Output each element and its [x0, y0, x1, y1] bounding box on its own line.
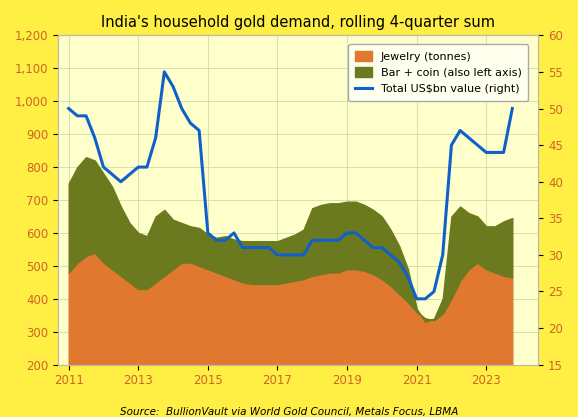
Title: India's household gold demand, rolling 4-quarter sum: India's household gold demand, rolling 4… — [101, 15, 495, 30]
Text: Source:  BullionVault via World Gold Council, Metals Focus, LBMA: Source: BullionVault via World Gold Coun… — [120, 407, 458, 417]
Legend: Jewelry (tonnes), Bar + coin (also left axis), Total US$bn value (right): Jewelry (tonnes), Bar + coin (also left … — [349, 44, 528, 101]
